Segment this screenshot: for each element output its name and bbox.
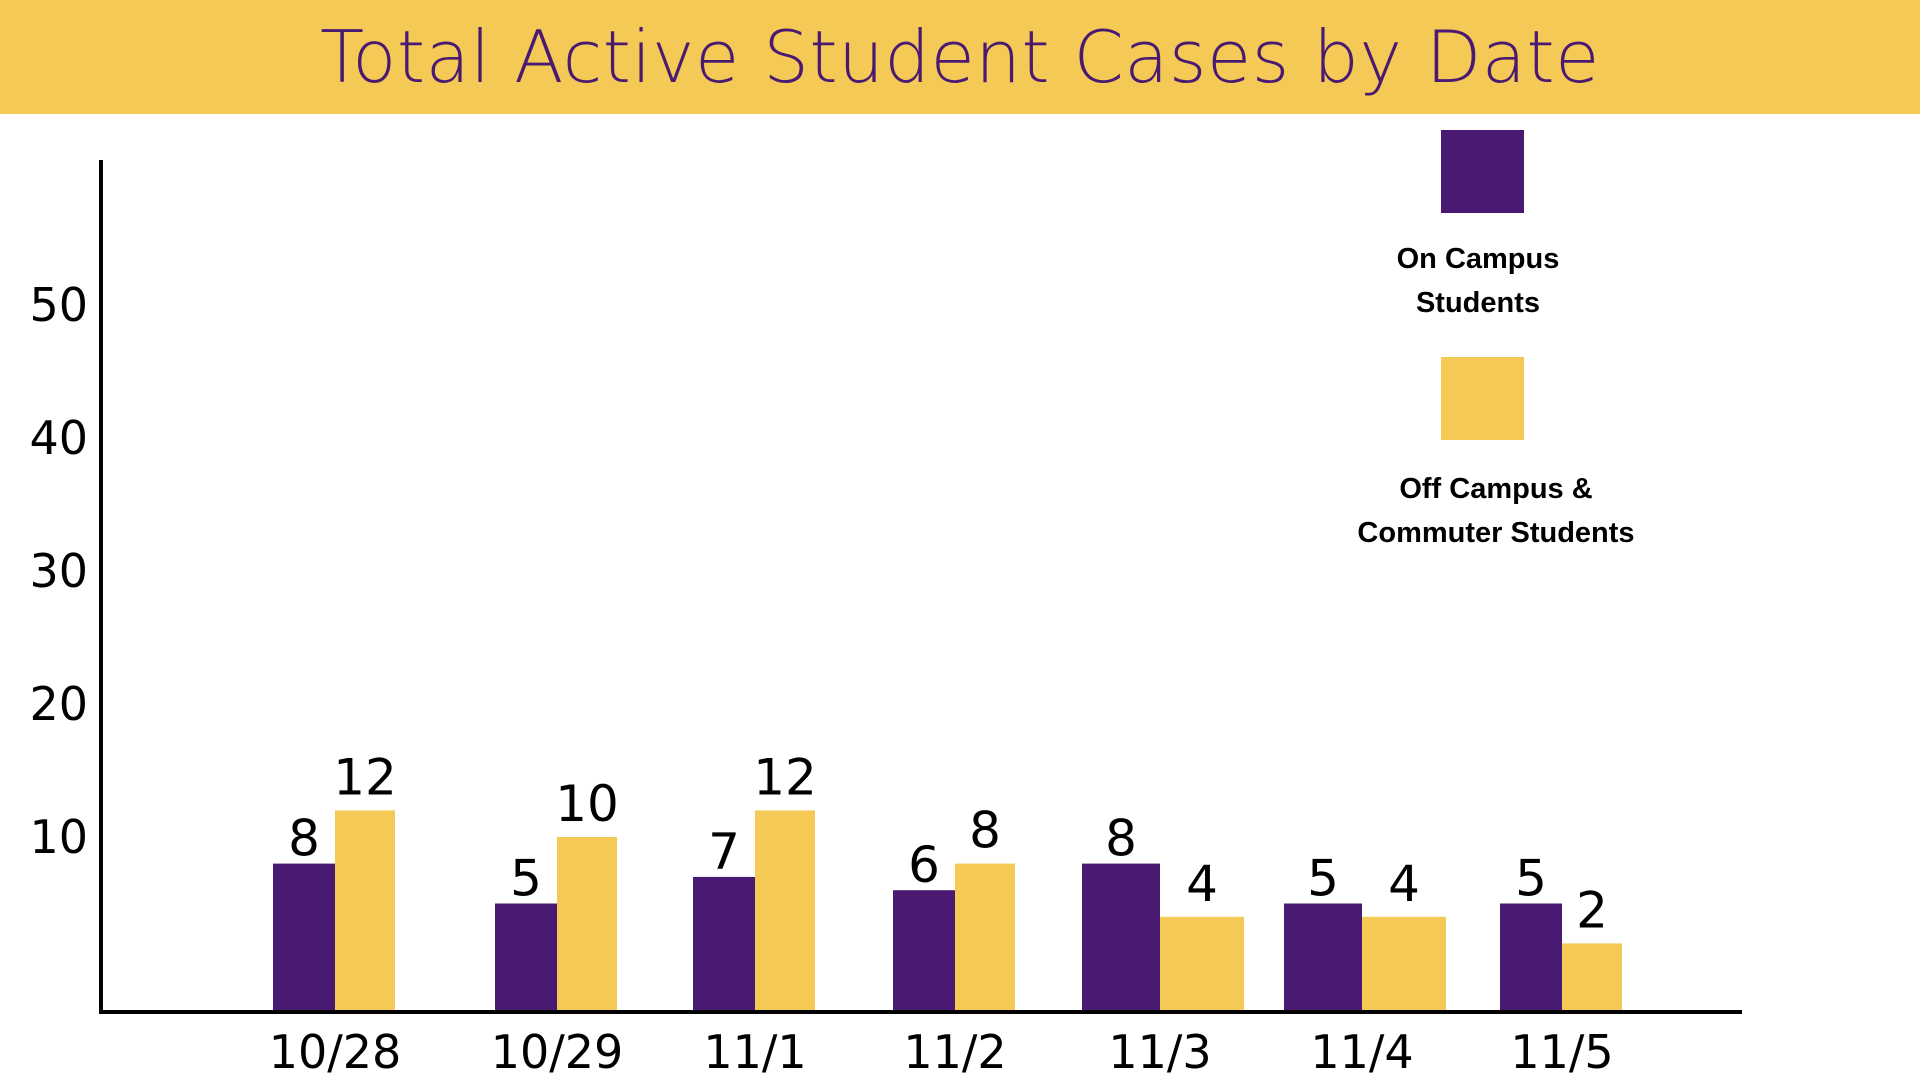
data-label-on-campus: 6 [908, 836, 940, 894]
data-label-on-campus: 5 [1515, 850, 1547, 908]
data-label-off-campus: 10 [555, 775, 619, 833]
data-label-on-campus: 5 [1307, 850, 1339, 908]
legend-swatch-off-campus [1441, 357, 1524, 440]
bar-off-campus [1562, 943, 1622, 1010]
bar-off-campus [755, 810, 815, 1010]
bar-on-campus [1284, 903, 1362, 1010]
bar-on-campus [693, 876, 755, 1010]
y-tick-label: 30 [29, 544, 88, 598]
x-tick-label: 11/1 [703, 1025, 806, 1079]
title-banner: Total Active Student Cases by Date [0, 0, 1920, 114]
bar-off-campus [1362, 916, 1446, 1010]
legend-label: Off Campus & [1399, 473, 1592, 505]
bar-off-campus [335, 810, 395, 1010]
bar-off-campus [1160, 916, 1244, 1010]
legend-label: On Campus [1397, 243, 1560, 275]
bar-on-campus [1500, 903, 1562, 1010]
x-tick-label: 11/4 [1310, 1025, 1413, 1079]
bar-on-campus [1082, 863, 1160, 1010]
x-tick-label: 10/29 [491, 1025, 624, 1079]
data-label-off-campus: 12 [753, 748, 817, 806]
data-label-off-campus: 4 [1388, 855, 1420, 913]
bar-on-campus [893, 890, 955, 1010]
data-label-off-campus: 4 [1186, 855, 1218, 913]
data-label-on-campus: 5 [510, 850, 542, 908]
legend-label: Commuter Students [1357, 517, 1634, 549]
bar-on-campus [495, 903, 557, 1010]
bar-off-campus [955, 863, 1015, 1010]
y-tick-label: 20 [29, 677, 88, 731]
bar-off-campus [557, 837, 617, 1010]
data-label-on-campus: 8 [1105, 810, 1137, 868]
data-label-off-campus: 8 [969, 802, 1001, 860]
legend-label: Students [1416, 287, 1540, 319]
bar-on-campus [273, 863, 335, 1010]
y-tick-label: 50 [29, 278, 88, 332]
x-tick-label: 10/28 [269, 1025, 402, 1079]
data-label-on-campus: 8 [288, 810, 320, 868]
data-label-on-campus: 7 [708, 823, 740, 881]
data-label-off-campus: 12 [333, 748, 397, 806]
x-tick-label: 11/5 [1510, 1025, 1613, 1079]
data-label-off-campus: 2 [1576, 881, 1608, 939]
x-tick-label: 11/2 [903, 1025, 1006, 1079]
chart-title: Total Active Student Cases by Date [320, 15, 1600, 99]
x-tick-label: 11/3 [1108, 1025, 1211, 1079]
legend-swatch-on-campus [1441, 130, 1524, 213]
y-tick-label: 40 [29, 411, 88, 465]
y-tick-label: 10 [29, 810, 88, 864]
